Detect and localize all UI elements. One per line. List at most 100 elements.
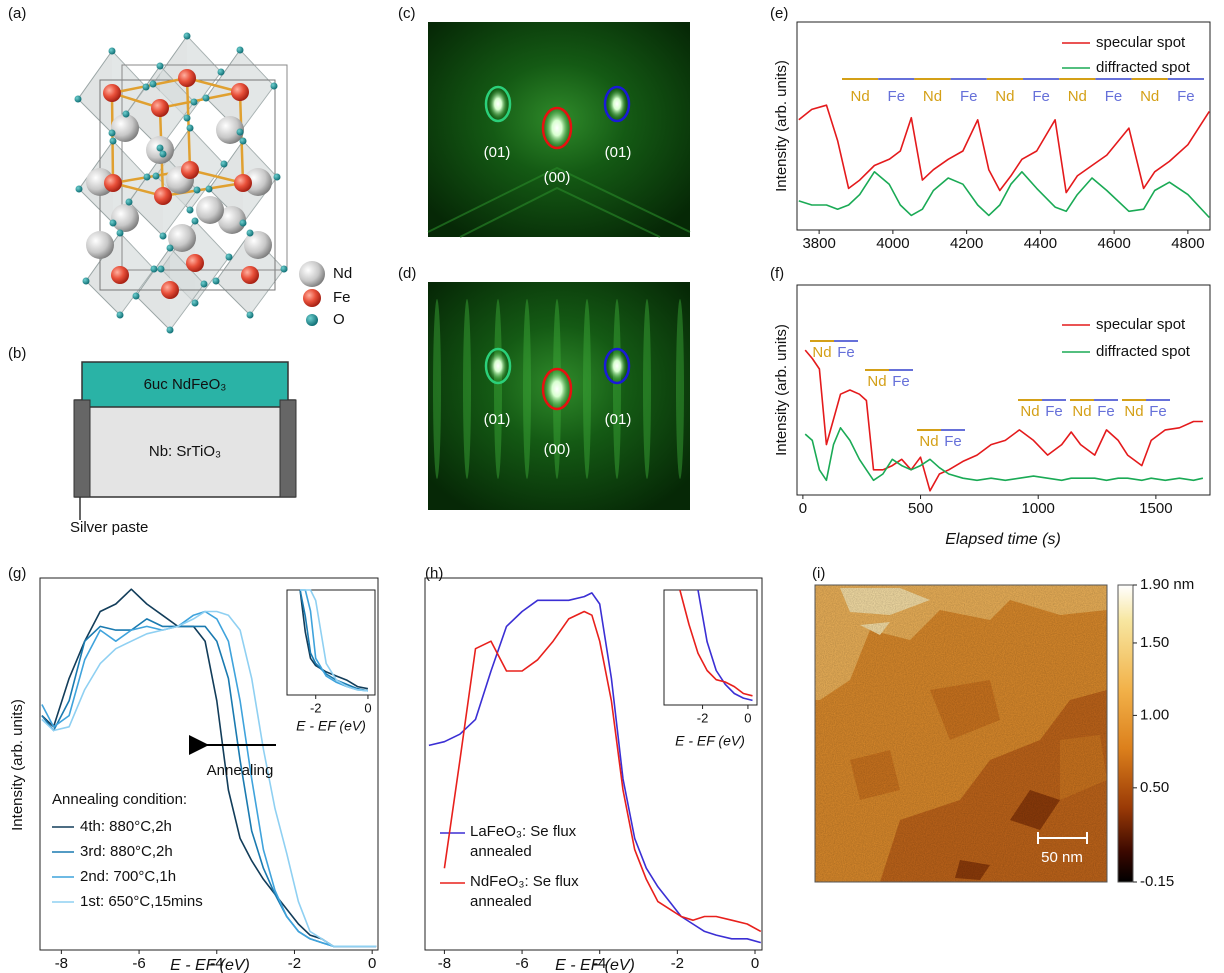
nd-atom bbox=[111, 114, 139, 142]
rheed-spot bbox=[607, 88, 627, 120]
rheed-streak bbox=[676, 299, 684, 479]
o-atom bbox=[281, 266, 288, 273]
x-tick-label: -6 bbox=[515, 955, 528, 972]
o-atom bbox=[153, 173, 160, 180]
rheed-streak bbox=[643, 299, 651, 479]
o-atom bbox=[187, 207, 194, 214]
o-atom bbox=[206, 186, 213, 193]
legend-label: O bbox=[333, 311, 345, 328]
annotation: Nd bbox=[995, 88, 1014, 105]
x-tick-label: 0 bbox=[799, 500, 807, 517]
substrate-label: Nb: SrTiO₃ bbox=[149, 443, 221, 460]
x-axis-label: E - EF (eV) bbox=[555, 957, 635, 973]
rheed-spot bbox=[488, 350, 508, 382]
annotation: Nd bbox=[1068, 88, 1087, 105]
o-atom bbox=[133, 293, 140, 300]
series-line bbox=[698, 590, 753, 700]
chart: 380040004200440046004800specular spotdif… bbox=[773, 22, 1210, 252]
x-tick-label: -2 bbox=[310, 700, 322, 715]
annotation: Nd bbox=[812, 344, 831, 361]
o-atom bbox=[110, 138, 117, 145]
x-tick-label: 4200 bbox=[950, 235, 983, 252]
annotation: Fe bbox=[892, 373, 910, 390]
legend-label: Nd bbox=[333, 265, 352, 282]
o-atom bbox=[274, 174, 281, 181]
o-atom bbox=[213, 278, 220, 285]
o-atom bbox=[151, 266, 158, 273]
o-atom bbox=[187, 125, 194, 132]
annotation: Fe bbox=[944, 433, 962, 450]
x-tick-label: -6 bbox=[132, 955, 145, 972]
spot-label: (01) bbox=[605, 411, 632, 428]
panel-label: (e) bbox=[770, 5, 788, 22]
fe-atom bbox=[154, 187, 172, 205]
annotation: Nd bbox=[1020, 403, 1039, 420]
legend-entry: NdFeO₃: Se flux annealed bbox=[470, 872, 620, 916]
rheed-streak bbox=[494, 299, 502, 479]
o-atom bbox=[226, 254, 233, 261]
annotation: Fe bbox=[1149, 403, 1167, 420]
panel-label: (b) bbox=[8, 345, 26, 362]
o-atom bbox=[75, 96, 82, 103]
legend-label: 4th: 880°C,2h bbox=[80, 818, 172, 835]
series-line bbox=[300, 590, 368, 689]
x-tick-label: -2 bbox=[671, 955, 684, 972]
fe-atom bbox=[186, 254, 204, 272]
x-tick-label: 1500 bbox=[1139, 500, 1172, 517]
o-atom bbox=[76, 186, 83, 193]
contact-right bbox=[280, 400, 296, 497]
rheed-streak bbox=[613, 299, 621, 479]
o-atom bbox=[144, 174, 151, 181]
panel-label: (g) bbox=[8, 565, 26, 582]
panel-label: (a) bbox=[8, 5, 26, 22]
panel-label: (c) bbox=[398, 5, 416, 22]
rheed-streak bbox=[583, 299, 591, 479]
o-atom bbox=[240, 138, 247, 145]
o-atom bbox=[110, 220, 117, 227]
o-atom bbox=[167, 327, 174, 334]
legend-label: specular spot bbox=[1096, 34, 1186, 51]
o-atom bbox=[237, 129, 244, 136]
o-atom bbox=[192, 300, 199, 307]
x-tick-label: -8 bbox=[438, 955, 451, 972]
colorbar-tick-label: 1.90 nm bbox=[1140, 576, 1194, 593]
x-tick-label: 1000 bbox=[1022, 500, 1055, 517]
x-tick-label: 0 bbox=[364, 700, 371, 715]
o-atom bbox=[247, 312, 254, 319]
spot-label: (01) bbox=[484, 411, 511, 428]
annotation: Nd bbox=[1072, 403, 1091, 420]
fe-atom bbox=[181, 161, 199, 179]
fe-atom bbox=[234, 174, 252, 192]
o-atom bbox=[191, 99, 198, 106]
o-atom bbox=[117, 230, 124, 237]
o-atom bbox=[157, 145, 164, 152]
x-axis-label: E - EF (eV) bbox=[675, 733, 745, 749]
x-tick-label: 4800 bbox=[1171, 235, 1204, 252]
annotation: Fe bbox=[888, 88, 906, 105]
annotation: Nd bbox=[1140, 88, 1159, 105]
nd-atom bbox=[111, 204, 139, 232]
fe-atom bbox=[178, 69, 196, 87]
fe-atom bbox=[111, 266, 129, 284]
annotation: Nd bbox=[867, 373, 886, 390]
fe-atom bbox=[151, 99, 169, 117]
nd-atom bbox=[86, 231, 114, 259]
rheed-streak bbox=[523, 299, 531, 479]
y-axis-label: Intensity (arb. units) bbox=[773, 60, 790, 192]
o-atom bbox=[109, 48, 116, 55]
y-axis-label: Intensity (arb. units) bbox=[9, 699, 26, 831]
o-atom bbox=[109, 130, 116, 137]
contact-left bbox=[74, 400, 90, 497]
rheed-spot bbox=[607, 350, 627, 382]
figure: 6uc NdFeO₃ Nb: SrTiO₃ Silver paste 50 nm… bbox=[0, 0, 1224, 973]
x-tick-label: 0 bbox=[368, 955, 376, 972]
fe-atom bbox=[104, 174, 122, 192]
spot-label: (00) bbox=[544, 441, 571, 458]
series-line bbox=[300, 590, 368, 691]
o-atom bbox=[160, 233, 167, 240]
legend-label: LaFeO₃: Se flux annealed bbox=[470, 822, 600, 862]
crystal-structure bbox=[75, 33, 288, 334]
x-tick-label: 0 bbox=[744, 710, 751, 725]
x-tick-label: 4400 bbox=[1024, 235, 1057, 252]
o-atom bbox=[203, 95, 210, 102]
